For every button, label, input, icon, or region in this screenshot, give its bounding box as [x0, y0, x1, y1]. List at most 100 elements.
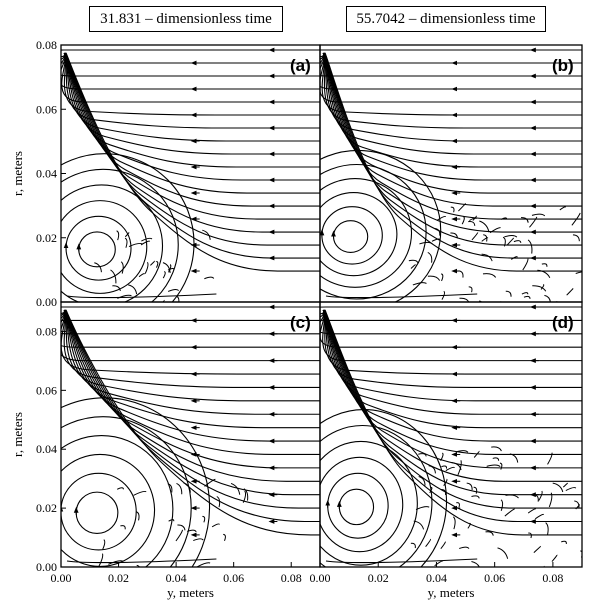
streamline — [320, 309, 582, 335]
streamline — [64, 309, 320, 456]
streamline — [65, 52, 320, 233]
y-tick: 0.08 — [36, 324, 66, 338]
flow-segment — [571, 212, 581, 226]
y-axis-title: r, meters — [10, 412, 25, 457]
streamline — [324, 309, 582, 482]
streamline — [64, 52, 320, 155]
flow-segment — [204, 276, 215, 280]
flow-segment — [133, 490, 147, 496]
flow-segment — [428, 465, 436, 474]
vortex-loop — [320, 409, 448, 567]
flow-segment — [202, 515, 206, 523]
flow-segment — [565, 487, 577, 492]
flow-segment — [521, 292, 529, 295]
flow-segment — [497, 547, 509, 559]
streamline — [323, 52, 582, 207]
flow-segment — [434, 227, 441, 236]
y-tick-label: 0.08 — [36, 38, 57, 52]
streamline — [320, 306, 582, 315]
flow-segment — [544, 294, 551, 302]
flow-segment — [110, 269, 117, 284]
y-tick: 0.04 — [36, 167, 66, 181]
flow-segment — [94, 262, 102, 273]
flow-segment — [436, 215, 447, 221]
flow-segment — [575, 504, 580, 510]
flow-segment — [204, 478, 216, 487]
flow-segment — [479, 220, 490, 233]
flow-segment — [489, 227, 501, 234]
flow-segment — [509, 453, 519, 463]
flow-segment — [504, 508, 515, 517]
flow-segment — [162, 262, 171, 274]
y-tick: 0.06 — [36, 102, 66, 116]
vortex-loop — [61, 397, 211, 567]
flow-segment — [112, 285, 121, 292]
flow-segment — [483, 234, 488, 242]
flow-segment — [128, 284, 138, 295]
vortex-loop — [320, 192, 398, 277]
vortex-loop — [320, 456, 404, 553]
streamline — [323, 309, 582, 388]
streamline — [64, 52, 320, 207]
vortex-loop — [320, 440, 418, 566]
panel-a: (a) 0.00 0.02 0.04 0.06 0.08 r, meters — [10, 38, 321, 309]
flow-segment — [528, 532, 532, 539]
streamline — [320, 52, 582, 64]
flow-segment — [120, 525, 126, 530]
flow-segment — [450, 206, 455, 213]
streamline — [324, 52, 582, 272]
streamline — [324, 52, 582, 246]
flow-segment — [459, 546, 470, 549]
flow-segment — [540, 284, 545, 290]
flow-segment — [507, 237, 515, 246]
x-tick: 0.00 — [310, 562, 331, 585]
flow-segment — [513, 240, 522, 243]
x-tick-label: 0.02 — [368, 571, 389, 585]
streamline — [64, 309, 320, 442]
streamline — [325, 558, 478, 564]
y-tick-label: 0.06 — [36, 102, 57, 116]
streamline — [65, 52, 320, 246]
flow-segment — [116, 230, 120, 241]
flow-segment — [527, 508, 537, 514]
flow-segment — [502, 236, 506, 247]
flow-segment — [482, 273, 497, 278]
vortex-loop — [61, 153, 195, 302]
flow-segment — [456, 502, 460, 508]
flow-segment — [440, 452, 444, 462]
streamline — [323, 309, 582, 442]
flow-segment — [223, 533, 226, 541]
flow-segment — [452, 516, 456, 530]
streamline — [64, 309, 320, 469]
x-tick: 0.04 — [426, 562, 447, 585]
flow-segment — [491, 446, 502, 452]
x-tick: 0.00 — [51, 562, 72, 585]
streamline — [66, 293, 217, 299]
streamline — [320, 52, 582, 77]
flow-segment — [176, 482, 183, 495]
flow-segment — [541, 263, 548, 267]
flow-segment — [458, 203, 467, 212]
flow-segment — [471, 232, 479, 241]
y-tick: 0.02 — [36, 501, 66, 515]
vortex-loop — [327, 472, 389, 539]
x-axis-title: y, meters — [428, 585, 475, 600]
x-tick: 0.02 — [108, 562, 129, 585]
flow-segment — [547, 452, 553, 465]
flow-segment — [138, 273, 145, 278]
flow-segment — [418, 453, 427, 457]
vortex-loop — [320, 163, 427, 300]
x-tick-label: 0.04 — [166, 571, 187, 585]
flow-segment — [216, 496, 221, 508]
panel-label: (c) — [290, 313, 311, 332]
flow-segment — [177, 524, 186, 531]
flow-segment — [418, 476, 426, 486]
flow-segment — [520, 217, 529, 223]
flow-segment — [441, 290, 446, 300]
streamline — [324, 52, 582, 259]
flow-segment — [162, 271, 166, 279]
streamline — [324, 52, 582, 220]
y-tick: 0.00 — [36, 560, 66, 574]
flow-segment — [98, 553, 104, 567]
